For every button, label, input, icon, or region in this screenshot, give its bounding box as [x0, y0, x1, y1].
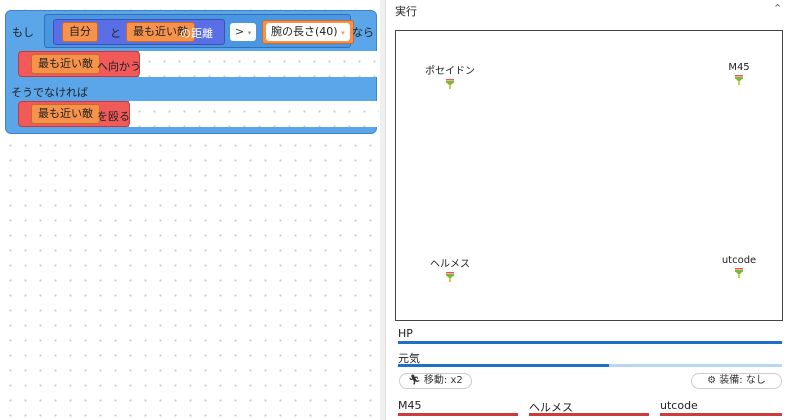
arm-length-block[interactable]: 腕の長さ(40) ▾ [262, 20, 354, 44]
run-panel: 実行 ⌃ ポセイドン M45 ヘルメス utcode HP 元気 🏃︎ 移動: … [388, 0, 800, 420]
running-icon: 🏃︎ [408, 375, 421, 386]
energy-bar-fill [398, 364, 610, 367]
nearest-enemy-block[interactable]: 最も近い敵 [31, 104, 100, 124]
character-utcode: utcode [699, 255, 779, 281]
equipment-button[interactable]: ⚙ 装備: なし [691, 373, 782, 389]
and-label: と [110, 27, 121, 40]
opponent-hp-bar [529, 413, 649, 416]
slot-gap [129, 101, 379, 127]
if-label: もし [12, 26, 34, 39]
character-poseidon: ポセイドン [410, 62, 490, 92]
energy-label: 元気 [398, 352, 420, 365]
character-hermes: ヘルメス [410, 255, 490, 285]
operator-dropdown[interactable]: > ▾ [230, 23, 257, 41]
character-name: utcode [721, 255, 757, 266]
player-icon [446, 272, 454, 282]
if-else-block[interactable]: もし 自分 と 最も近い敵 の距離 > ▾ 腕の長さ(40) ▾ なら 最も近い… [5, 10, 379, 134]
scrollbar[interactable] [380, 0, 385, 420]
compare-block[interactable]: 自分 と 最も近い敵 の距離 > ▾ 腕の長さ(40) ▾ [44, 14, 354, 48]
distance-block[interactable]: 自分 と 最も近い敵 の距離 [53, 19, 225, 45]
move-toward-block[interactable]: 最も近い敵 へ向かう [18, 51, 141, 77]
opponent-name: ヘルメス [529, 401, 573, 414]
opponent-name: M45 [398, 399, 422, 412]
opponent-hp-bar [398, 413, 518, 416]
hp-bar [398, 341, 782, 344]
nearest-enemy-block[interactable]: 最も近い敵 [31, 54, 100, 74]
then-label: なら [352, 26, 374, 39]
move-speed-label: 移動: x2 [423, 375, 463, 386]
gear-icon: ⚙ [707, 375, 717, 386]
character-m45: M45 [699, 62, 779, 88]
player-icon [735, 268, 743, 278]
character-name: M45 [728, 62, 750, 73]
player-icon [735, 75, 743, 85]
self-block[interactable]: 自分 [62, 22, 98, 42]
arm-length-value: 腕の長さ(40) [271, 25, 338, 38]
opponent-hp-bar [660, 413, 782, 416]
energy-bar [398, 364, 782, 367]
equipment-label: 装備: なし [719, 375, 766, 386]
hp-bar-fill [398, 341, 782, 344]
block-workspace[interactable]: もし 自分 と 最も近い敵 の距離 > ▾ 腕の長さ(40) ▾ なら 最も近い… [0, 0, 386, 420]
operator-value: > [235, 25, 245, 38]
distance-label: の距離 [180, 27, 213, 40]
else-label: そうでなければ [11, 86, 88, 99]
attack-block[interactable]: 最も近い敵 を殴る [18, 101, 130, 127]
arm-length-dropdown[interactable]: 腕の長さ(40) ▾ [266, 23, 350, 41]
hp-label: HP [398, 327, 413, 340]
slot-gap [139, 51, 379, 77]
nearest-enemy-block[interactable]: 最も近い敵 [126, 22, 195, 42]
chevron-up-icon[interactable]: ⌃ [773, 2, 783, 15]
character-name: ポセイドン [425, 66, 475, 77]
player-icon [446, 79, 454, 89]
game-canvas: ポセイドン M45 ヘルメス utcode [395, 30, 783, 321]
character-name: ヘルメス [430, 259, 470, 270]
move-toward-label: へ向かう [97, 60, 141, 73]
attack-label: を殴る [97, 110, 130, 123]
opponent-name: utcode [660, 399, 698, 412]
run-title: 実行 [395, 5, 417, 18]
move-speed-button[interactable]: 🏃︎ 移動: x2 [399, 373, 472, 389]
